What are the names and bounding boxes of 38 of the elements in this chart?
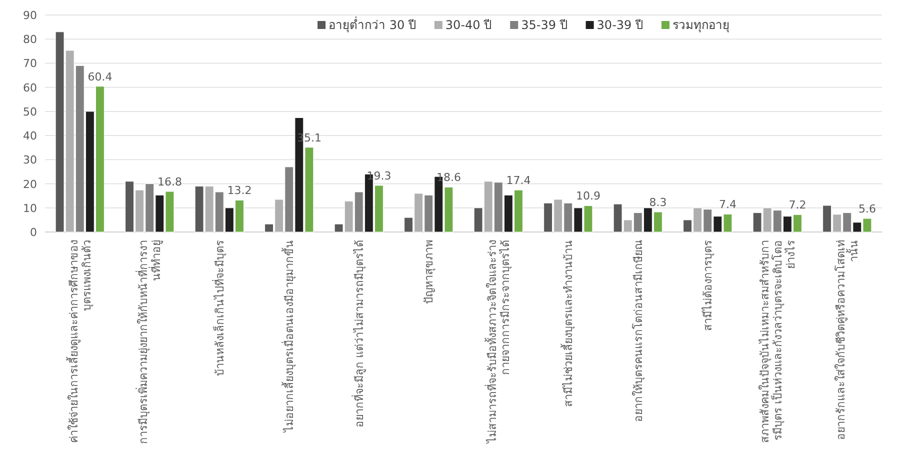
y-tick-label: 80 <box>23 33 37 46</box>
data-label: 10.9 <box>576 190 600 203</box>
y-tick-label: 10 <box>23 202 37 215</box>
data-label: 13.2 <box>227 184 252 198</box>
data-label: 7.4 <box>718 198 736 212</box>
y-tick-label: 30 <box>23 154 37 167</box>
data-label: 60.4 <box>88 70 112 84</box>
x-tick-label: ไม่สามารถที่จะรับมือทั้งสภาวะจิตใจและร่างกายจากการมีกระจากบุตรได้ <box>484 240 512 444</box>
legend-label: อายุต่ำกว่า 30 ปี <box>328 16 416 33</box>
y-tick-label: 40 <box>23 130 37 143</box>
y-tick-label: 50 <box>23 105 37 118</box>
x-tick-label: บ้านหลังเล็กเกินไปที่จะมีบุตร <box>211 240 226 376</box>
legend-label: 30-40 ปี <box>445 18 492 32</box>
y-tick-label: 60 <box>23 81 37 94</box>
x-tick-label: อยากที่จะมีลูก แต่ว่าไม่สามารถมีบุตรได้ <box>350 240 366 428</box>
x-tick-label: สามีไม่ต้องการบุตร <box>702 240 715 331</box>
data-label: 18.6 <box>436 171 461 184</box>
legend-label: รวมทุกอายุ <box>672 18 730 33</box>
x-tick-label: อยากให้บุตรคนแรกโตก่อนสามีเกษียณ <box>630 240 645 422</box>
x-tick-label: การมีบุตรเพิ่มความยุ่งยากให้กับหน้าที่การงานที่ทำอยู่ <box>135 240 164 444</box>
y-tick-label: 20 <box>23 178 37 191</box>
data-label: 16.8 <box>157 175 182 188</box>
data-label: 19.3 <box>366 169 392 182</box>
y-tick-label: 70 <box>23 57 37 70</box>
x-tick-label: ไม่อยากเลี้ยงบุตรเมื่อตนเองมีอายุมากขึ้น <box>281 240 296 433</box>
x-tick-label: ค่าใช้จ่ายในการเลี้ยงดูและค่าการศึกษาของบุตรแพงเกินตัว <box>65 240 94 443</box>
x-tick-label: สภาพสังคมในปัจจุบันไม่เหมาะสมสำหรับการมีบุตร เป็นห่วงและกังวลว่าบุตรจะเติบโตอย่างไร <box>758 240 798 443</box>
y-tick-label: 0 <box>30 226 37 239</box>
legend-label: 35-39 ปี <box>521 18 568 32</box>
data-label: 7.2 <box>788 198 806 212</box>
x-tick-label: ปัญหาสุขภาพ <box>422 240 436 304</box>
x-tick-label: สามีไม่ช่วยเลี้ยงบุตรและทำงานบ้าน <box>560 240 576 407</box>
data-label: 17.4 <box>506 174 531 188</box>
x-tick-label: อยากรักและใส่ใจกับชีวิตคู่หรือความโสดเท่านั้น <box>834 240 861 440</box>
data-label: 8.3 <box>649 196 667 209</box>
y-tick-label: 90 <box>23 9 37 22</box>
data-label: 5.6 <box>858 202 876 216</box>
legend-label: 30-39 ปี <box>596 18 644 32</box>
